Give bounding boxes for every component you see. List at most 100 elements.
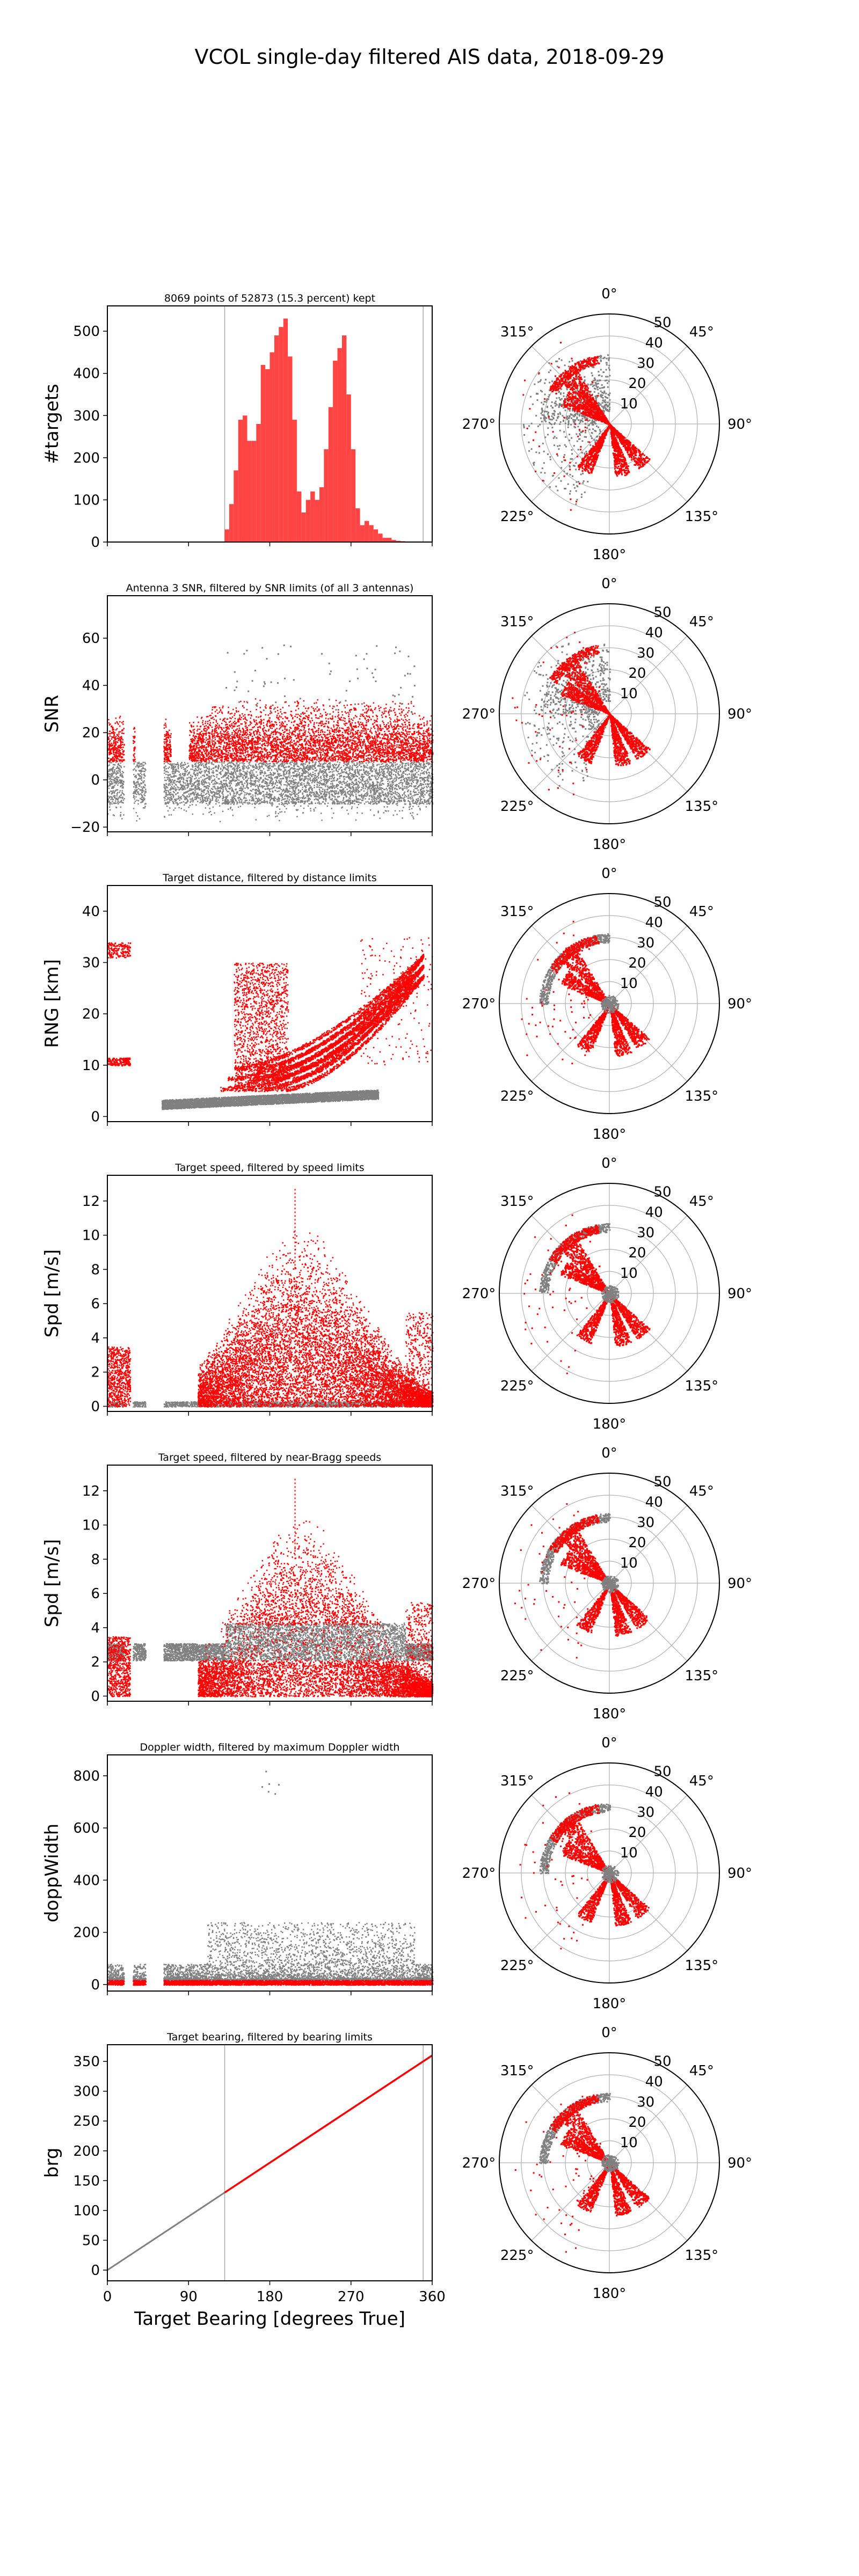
polar-angle-label: 270°: [462, 416, 496, 433]
y-tick-label: 200: [73, 2143, 100, 2160]
x-tick-label: 180: [257, 2289, 283, 2305]
y-tick-label: 350: [73, 2054, 100, 2070]
kept-points: [107, 698, 434, 763]
panel-1: 8069 points of 52873 (15.3 percent) kept…: [41, 292, 433, 551]
histogram-bar: [351, 449, 356, 542]
panel-title: Antenna 3 SNR, filtered by SNR limits (o…: [126, 582, 414, 594]
y-tick-label: 12: [82, 1194, 100, 1210]
histogram-bar: [333, 361, 338, 542]
polar-angle-label: 135°: [685, 509, 719, 525]
polar-angle-label: 225°: [500, 799, 534, 815]
polar-radius-label: 20: [628, 955, 646, 971]
y-tick-label: 2: [91, 1655, 100, 1671]
y-axis-label: Spd [m/s]: [41, 1539, 63, 1627]
histogram-bar: [292, 420, 297, 542]
polar-angle-label: 90°: [727, 706, 752, 722]
polar-kept-points: [514, 1503, 648, 1659]
polar-angle-label: 45°: [689, 1483, 714, 1499]
polar-radius-label: 50: [653, 895, 671, 911]
kept-points: [198, 1231, 434, 1408]
polar-angle-label: 270°: [462, 2155, 496, 2171]
polar-radius-label: 10: [620, 686, 638, 702]
histogram-bar: [270, 352, 274, 542]
polar-frame: [499, 2052, 720, 2273]
polar-radius-label: 20: [628, 2114, 646, 2131]
y-tick-label: −20: [70, 819, 100, 836]
y-tick-label: 0: [91, 1399, 100, 1415]
plot-frame: [107, 1754, 433, 1992]
histogram-bar: [296, 491, 302, 542]
polar-panel-6: 10 20 30 40 50 0° 45° 90° 135° 180° 225° 270° 315°: [462, 1735, 752, 2012]
histogram-bar: [256, 424, 261, 542]
y-tick-label: 6: [91, 1296, 100, 1312]
polar-radius-label: 50: [653, 1474, 671, 1490]
y-axis-label: SNR: [41, 695, 63, 733]
histogram-bar: [279, 327, 283, 542]
histogram-bar: [364, 521, 369, 542]
histogram-bar: [247, 441, 252, 542]
kept-points-near: [107, 1636, 132, 1697]
rejected-points: [107, 761, 434, 823]
polar-center-points: [601, 1285, 620, 1304]
polar-angle-label: 225°: [500, 2248, 534, 2264]
histogram-bar: [369, 525, 374, 542]
y-tick-label: 30: [82, 955, 100, 971]
polar-radius-label: 30: [637, 355, 654, 371]
polar-panel-4: 10 20 30 40 50 0° 45° 90° 135° 180° 225° 270° 315°: [462, 1155, 752, 1432]
y-tick-label: 2: [91, 1365, 100, 1381]
kept-line: [224, 2054, 433, 2194]
polar-frame: [499, 893, 720, 1114]
plot-frame: [107, 595, 433, 832]
polar-angle-label: 0°: [601, 576, 617, 592]
polar-angle-label: 270°: [462, 996, 496, 1012]
polar-radius-label: 40: [645, 625, 663, 641]
histogram-bar: [260, 365, 266, 542]
polar-radius-label: 10: [620, 1265, 638, 1282]
plot-frame: [107, 1465, 433, 1702]
polar-angle-label: 90°: [727, 2155, 752, 2171]
polar-panel-7: 10 20 30 40 50 0° 45° 90° 135° 180° 225° 270° 315°: [462, 2025, 752, 2302]
kept-points: [220, 954, 425, 1092]
polar-radius-label: 10: [620, 1845, 638, 1861]
histogram-bar: [324, 449, 329, 542]
polar-angle-label: 135°: [685, 2248, 719, 2264]
polar-angle-label: 90°: [727, 1865, 752, 1882]
histogram-bar: [396, 540, 401, 542]
y-tick-label: 12: [82, 1483, 100, 1499]
y-tick-label: 20: [82, 725, 100, 741]
polar-radius-label: 10: [620, 2135, 638, 2151]
polar-angle-label: 180°: [593, 547, 627, 563]
histogram-bar: [355, 508, 360, 542]
polar-angle-label: 90°: [727, 416, 752, 433]
panel-4: Target speed, filtered by speed limits Sp…: [41, 1162, 434, 1416]
kept-points: [107, 1980, 434, 1986]
y-tick-label: 6: [91, 1586, 100, 1602]
polar-angle-label: 225°: [500, 509, 534, 525]
polar-angle-label: 180°: [593, 837, 627, 853]
histogram-bar: [305, 500, 311, 542]
polar-radius-label: 20: [628, 1535, 646, 1551]
y-tick-label: 250: [73, 2113, 100, 2129]
kept-points-near: [107, 1346, 132, 1408]
polar-radius-label: 30: [637, 645, 654, 661]
rejected-outliers: [261, 1770, 280, 1795]
polar-kept-points: [519, 1792, 650, 1950]
polar-kept-points: [523, 1214, 651, 1374]
histogram-bar: [346, 394, 351, 542]
polar-angle-label: 270°: [462, 1576, 496, 1592]
polar-panel-5: 10 20 30 40 50 0° 45° 90° 135° 180° 225° 270° 315°: [462, 1445, 752, 1722]
y-tick-label: 4: [91, 1330, 100, 1346]
polar-radius-label: 40: [645, 1494, 663, 1510]
y-tick-label: 600: [73, 1820, 100, 1836]
polar-angle-label: 90°: [727, 1576, 752, 1592]
polar-angle-label: 315°: [500, 324, 534, 340]
histogram-bar: [265, 369, 270, 542]
polar-angle-label: 270°: [462, 1865, 496, 1882]
y-tick-label: 200: [73, 1925, 100, 1941]
kept-points-far: [405, 1602, 434, 1697]
polar-angle-label: 45°: [689, 2063, 714, 2079]
polar-radius-label: 50: [653, 1764, 671, 1780]
polar-angle-label: 135°: [685, 1378, 719, 1394]
polar-angle-label: 180°: [593, 2286, 627, 2302]
polar-angle-label: 0°: [601, 1735, 617, 1751]
